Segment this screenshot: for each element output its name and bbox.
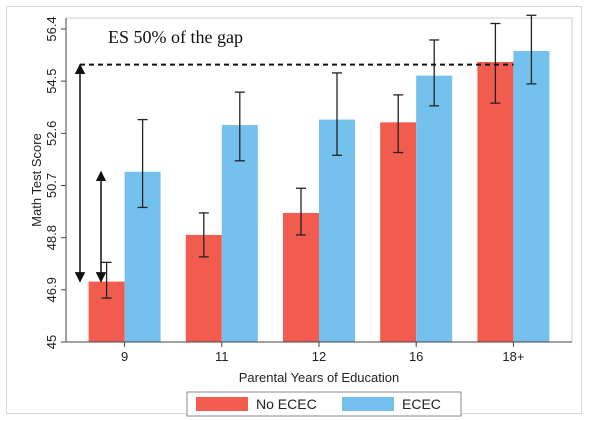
legend-label-ecec: ECEC — [402, 396, 441, 412]
x-axis-title: Parental Years of Education — [239, 370, 399, 385]
legend: No ECEC ECEC — [186, 391, 462, 417]
legend-label-no-ecec: No ECEC — [256, 396, 317, 412]
x-tick-label-5: 18+ — [502, 349, 524, 364]
bar-ecec-4 — [416, 75, 453, 343]
bar-no-ecec-5 — [477, 61, 514, 343]
bar-ecec-3 — [319, 119, 355, 342]
legend-swatch-no-ecec — [196, 397, 248, 411]
x-tick-label-3: 12 — [312, 349, 326, 364]
y-tick-label-4: 50.7 — [44, 173, 59, 198]
y-tick-label-5: 52.6 — [44, 121, 59, 146]
y-axis-title: Math Test Score — [29, 133, 44, 227]
annotation-text: ES 50% of the gap — [108, 27, 243, 47]
y-tick-label-2: 46.9 — [44, 277, 59, 302]
legend-swatch-ecec — [342, 397, 394, 411]
y-tick-label-6: 54.5 — [44, 68, 59, 93]
x-tick-label-4: 16 — [409, 349, 423, 364]
bar-ecec-5 — [513, 50, 550, 342]
bar-no-ecec-4 — [380, 122, 417, 342]
y-tick-label-7: 56.4 — [44, 16, 59, 41]
x-tick-label-2: 11 — [215, 349, 229, 364]
y-tick-label-3: 48.8 — [44, 225, 59, 250]
y-tick-label-1: 45 — [44, 335, 59, 349]
x-tick-label-1: 9 — [121, 349, 128, 364]
